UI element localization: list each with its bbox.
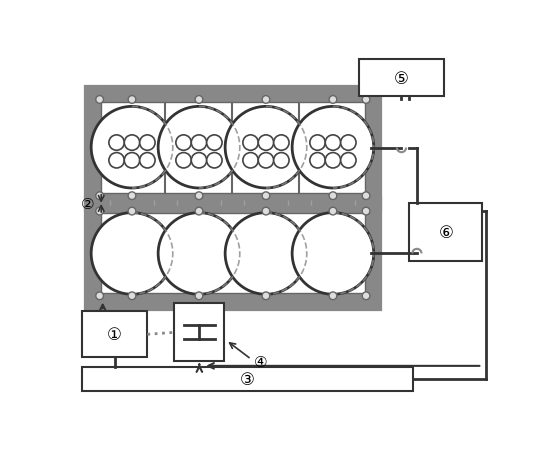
Circle shape [362, 292, 370, 300]
Circle shape [262, 97, 270, 104]
Circle shape [128, 193, 136, 200]
Circle shape [176, 136, 192, 151]
Circle shape [96, 97, 103, 104]
Circle shape [158, 107, 240, 189]
Circle shape [158, 213, 240, 295]
Circle shape [274, 136, 289, 151]
Circle shape [195, 208, 203, 216]
Bar [101, 102, 364, 194]
Circle shape [258, 136, 274, 151]
Circle shape [262, 193, 270, 200]
Circle shape [243, 153, 258, 169]
Bar [95, 208, 371, 300]
Circle shape [124, 153, 140, 169]
Circle shape [262, 208, 270, 216]
Circle shape [128, 208, 136, 216]
Circle shape [225, 213, 307, 295]
Circle shape [206, 136, 222, 151]
Circle shape [91, 107, 173, 189]
Circle shape [329, 193, 337, 200]
Bar [95, 97, 371, 200]
Circle shape [128, 97, 136, 104]
Text: ①: ① [107, 326, 122, 344]
Circle shape [96, 292, 103, 300]
Circle shape [362, 97, 370, 104]
Circle shape [341, 153, 356, 169]
Circle shape [140, 136, 155, 151]
Circle shape [341, 136, 356, 151]
Circle shape [96, 193, 103, 200]
Circle shape [329, 97, 337, 104]
Circle shape [325, 136, 341, 151]
Text: ④: ④ [253, 354, 267, 369]
Text: ⑥: ⑥ [438, 224, 453, 242]
Circle shape [124, 136, 140, 151]
Bar [174, 304, 224, 361]
Circle shape [195, 193, 203, 200]
Circle shape [274, 153, 289, 169]
Bar [101, 214, 364, 294]
Bar [409, 204, 482, 262]
Circle shape [262, 292, 270, 300]
Text: ⑤: ⑤ [394, 70, 409, 87]
Circle shape [362, 208, 370, 216]
Circle shape [96, 208, 103, 216]
Circle shape [243, 136, 258, 151]
Circle shape [192, 153, 206, 169]
Circle shape [292, 213, 374, 295]
Circle shape [225, 107, 307, 189]
Circle shape [195, 97, 203, 104]
Bar [82, 312, 147, 358]
Circle shape [91, 213, 173, 295]
Circle shape [310, 136, 325, 151]
Circle shape [128, 292, 136, 300]
Circle shape [109, 136, 124, 151]
Circle shape [206, 153, 222, 169]
Circle shape [258, 153, 274, 169]
Circle shape [292, 107, 374, 189]
Circle shape [195, 292, 203, 300]
Text: ②: ② [81, 197, 95, 212]
Circle shape [362, 193, 370, 200]
Circle shape [310, 153, 325, 169]
Circle shape [329, 292, 337, 300]
Circle shape [329, 208, 337, 216]
Circle shape [109, 153, 124, 169]
Text: ③: ③ [240, 370, 255, 388]
Circle shape [325, 153, 341, 169]
Bar [82, 368, 413, 391]
Circle shape [192, 136, 206, 151]
Circle shape [140, 153, 155, 169]
Circle shape [176, 153, 192, 169]
Bar [359, 60, 444, 97]
